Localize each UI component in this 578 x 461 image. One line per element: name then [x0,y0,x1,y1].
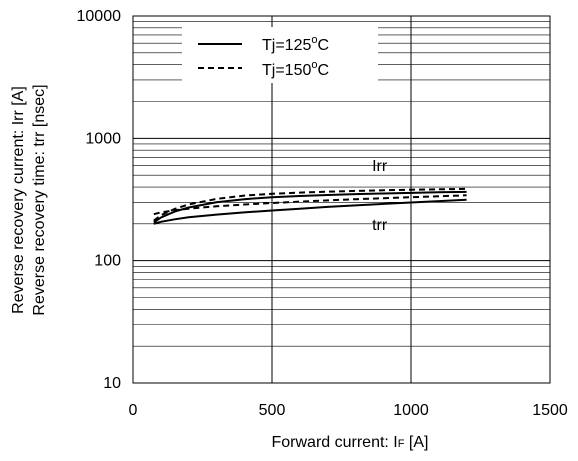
series-line-trr-150c [153,194,467,216]
series-line-trr-125c [153,198,467,225]
x-tick-label: 0 [129,402,138,419]
y-tick-label: 10 [103,375,121,392]
legend-background [182,27,378,83]
x-tick-label: 500 [259,402,286,419]
tick-labels: 0 500 1000 1500 10 100 1000 10000 [77,8,568,419]
legend-label-125: Tj=125oC [262,34,329,54]
plot-frame [132,15,551,384]
x-tick-label: 1500 [532,402,568,419]
y-tick-label: 10000 [77,8,122,25]
series-layer [153,187,467,225]
legend: Tj=125oC Tj=150oC [182,27,378,83]
y-axis-title-line-2: Reverse recovery time: trr [nsec] [31,84,48,315]
annotation-irr: Irr [372,158,388,175]
y-tick-label: 100 [94,253,121,270]
y-axis-title-line-1: Reverse recovery current: Irr [A] [10,86,27,314]
x-axis-title: Forward current: IF [A] [271,434,428,451]
x-tick-label: 1000 [393,402,429,419]
annotation-trr: trr [372,217,388,234]
legend-label-150: Tj=150oC [262,59,329,79]
y-tick-label: 1000 [85,130,121,147]
